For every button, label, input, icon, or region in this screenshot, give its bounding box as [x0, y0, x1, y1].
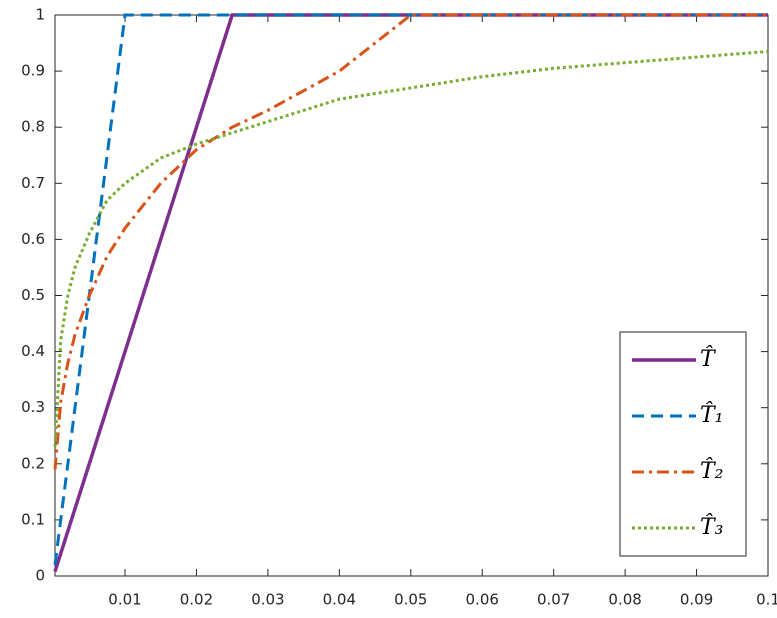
y-tick-label: 0.6: [21, 230, 45, 248]
y-tick-label: 1: [35, 6, 45, 24]
legend-box: [619, 331, 747, 557]
x-tick-label: 0.03: [251, 591, 284, 609]
x-tick-label: 0.04: [323, 591, 356, 609]
legend-label: T̂₃: [700, 514, 724, 540]
x-tick-label: 0.1: [756, 591, 777, 609]
legend-label: T̂: [700, 346, 717, 372]
line-series: [53, 49, 769, 448]
legend-label: T̂₂: [700, 458, 724, 484]
x-tick-label: 0.01: [108, 591, 141, 609]
y-tick-label: 0.9: [21, 62, 45, 80]
x-tick-label: 0.02: [180, 591, 213, 609]
y-tick-label: 0.4: [21, 342, 45, 360]
y-tick-label: 0.5: [21, 286, 45, 304]
y-tick-label: 0.1: [21, 510, 45, 528]
y-tick-label: 0.7: [21, 174, 45, 192]
y-tick-label: 0.8: [21, 118, 45, 136]
y-tick-label: 0.3: [21, 398, 45, 416]
x-tick-label: 0.09: [680, 591, 713, 609]
line-series: [53, 13, 768, 470]
y-tick-label: 0.2: [21, 454, 45, 472]
x-tick-label: 0.08: [608, 591, 641, 609]
x-tick-label: 0.07: [537, 591, 570, 609]
legend-label: T̂₁: [700, 402, 724, 428]
x-tick-label: 0.06: [466, 591, 499, 609]
y-tick-label: 0: [35, 567, 45, 585]
x-tick-label: 0.05: [394, 591, 427, 609]
